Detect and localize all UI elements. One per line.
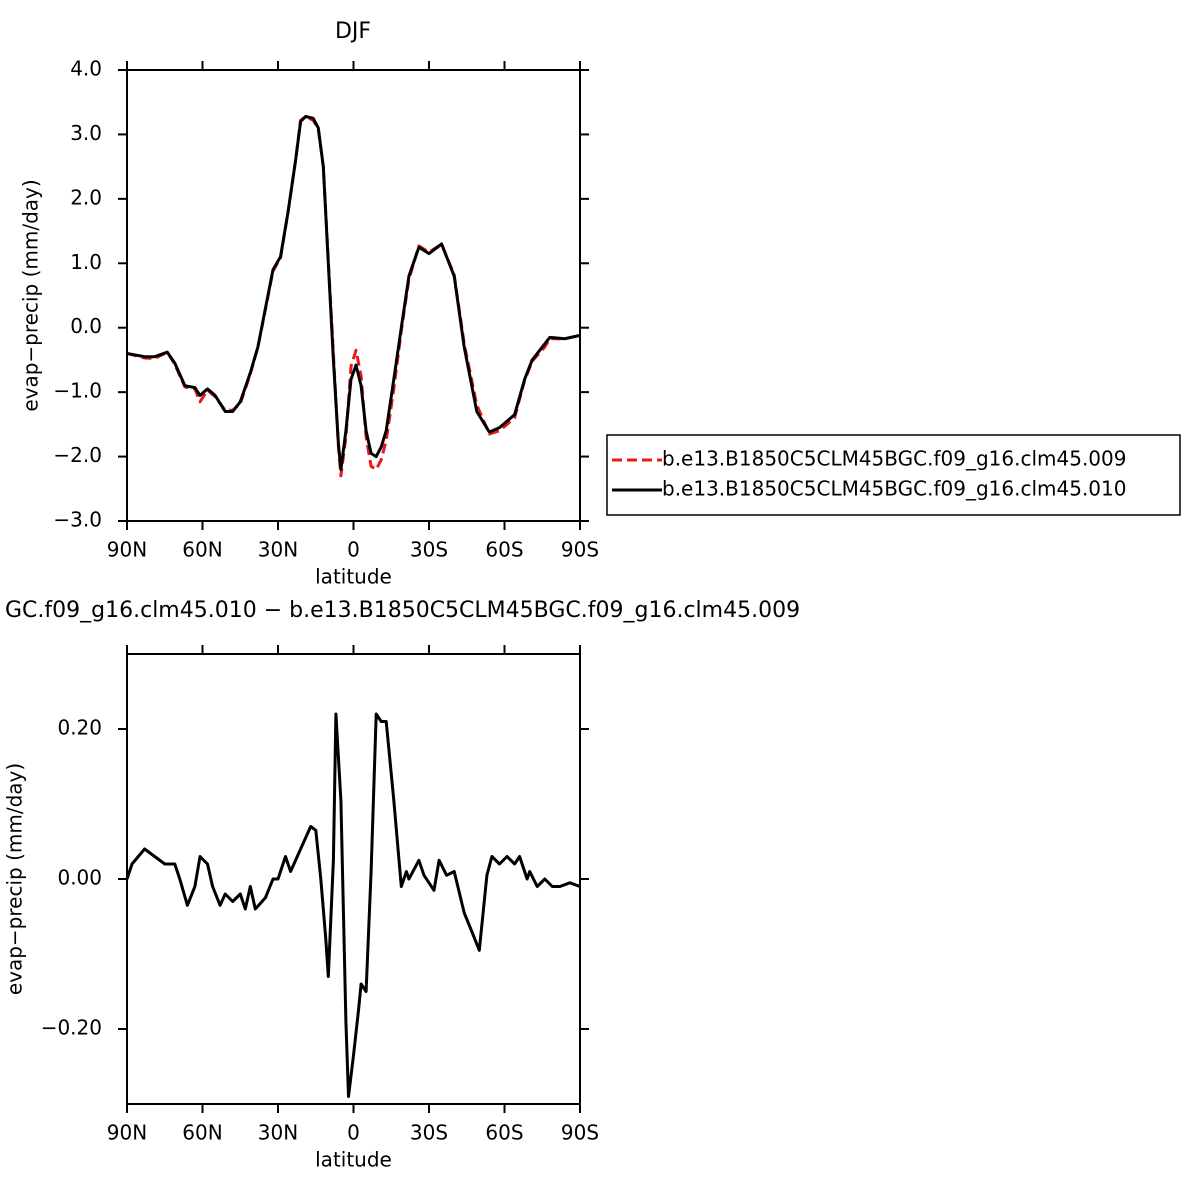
y-tick-label: 3.0 — [70, 121, 102, 145]
y-tick-label: 0.20 — [57, 716, 102, 740]
y-tick-label: 0.0 — [70, 314, 102, 338]
x-tick-label: 60S — [485, 538, 523, 562]
x-tick-label: 90S — [561, 1121, 599, 1145]
x-tick-label: 90N — [107, 538, 147, 562]
legend-box — [606, 434, 1181, 516]
x-tick-label: 30S — [410, 538, 448, 562]
x-tick-label: 90N — [107, 1121, 147, 1145]
x-tick-label: 60S — [485, 1121, 523, 1145]
y-tick-label: −3.0 — [53, 508, 102, 532]
y-tick-label: −0.20 — [41, 1016, 102, 1040]
data-line — [126, 114, 581, 471]
x-axis-label: latitude — [315, 565, 392, 589]
plot-frame — [126, 69, 581, 522]
x-tick-label: 30N — [258, 1121, 298, 1145]
y-tick-label: 1.0 — [70, 250, 102, 274]
x-tick-label: 90S — [561, 538, 599, 562]
chart-title: GC.f09_g16.clm45.010 − b.e13.B1850C5CLM4… — [5, 598, 800, 623]
x-tick-label: 0 — [347, 1121, 360, 1145]
x-tick-label: 60N — [182, 538, 222, 562]
y-tick-label: 2.0 — [70, 185, 102, 209]
y-axis-label: evap−precip (mm/day) — [3, 763, 27, 995]
x-tick-label: 30N — [258, 538, 298, 562]
x-tick-label: 0 — [347, 538, 360, 562]
y-tick-label: −1.0 — [53, 379, 102, 403]
data-line — [125, 712, 581, 1098]
chart-title: DJF — [335, 19, 371, 44]
legend-label: b.e13.B1850C5CLM45BGC.f09_g16.clm45.009 — [662, 447, 1126, 471]
x-tick-label: 30S — [410, 1121, 448, 1145]
data-line — [126, 114, 581, 478]
x-axis-label: latitude — [315, 1148, 392, 1172]
y-tick-label: 0.00 — [57, 866, 102, 890]
y-axis-label: evap−precip (mm/day) — [19, 179, 43, 411]
legend-label: b.e13.B1850C5CLM45BGC.f09_g16.clm45.010 — [662, 477, 1126, 501]
x-tick-label: 60N — [182, 1121, 222, 1145]
y-tick-label: 4.0 — [70, 57, 102, 81]
plot-frame — [126, 653, 581, 1105]
y-tick-label: −2.0 — [53, 443, 102, 467]
